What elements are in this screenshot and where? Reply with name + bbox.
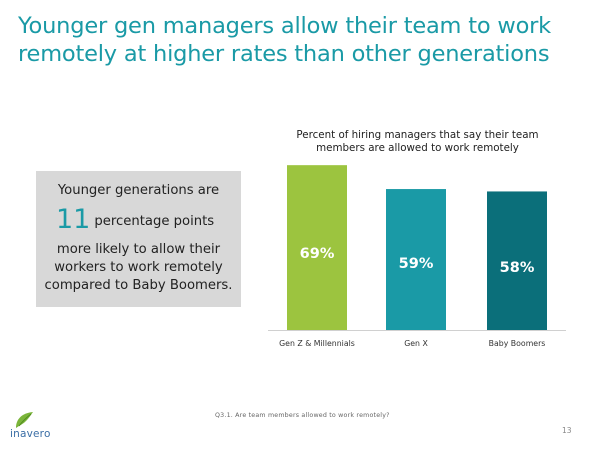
bar-3 — [487, 191, 547, 330]
slide-title: Younger gen managers allow their team to… — [18, 13, 552, 67]
bar-1 — [287, 165, 347, 330]
callout-line-2: 11 percentage points — [56, 204, 214, 235]
bar-2 — [386, 189, 446, 330]
callout-line-1: Younger generations are — [57, 183, 220, 198]
callout-line-3: more likely to allow their — [56, 242, 221, 257]
footnote: Q3.1. Are team members allowed to work r… — [215, 412, 390, 419]
callout-big-number: 11 — [56, 204, 91, 235]
chart-title: Percent of hiring managers that say thei… — [296, 129, 539, 154]
callout-line-5: compared to Baby Boomers. — [44, 278, 233, 293]
inavero-logo: inavero — [10, 411, 70, 441]
leaf-icon — [16, 412, 33, 428]
bar-value-label-1: 69% — [300, 246, 335, 262]
callout-box: Younger generations are 11 percentage poi… — [36, 171, 241, 307]
category-label-1: Gen Z & Millennials — [279, 339, 355, 348]
category-label-2: Gen X — [404, 339, 428, 348]
logo-text: inavero — [10, 428, 51, 440]
callout-line-4: workers to work remotely — [54, 260, 223, 275]
page-number: 13 — [562, 426, 572, 435]
bar-value-label-3: 58% — [500, 260, 535, 276]
callout-line-2-rest: percentage points — [94, 214, 215, 229]
category-label-3: Baby Boomers — [489, 339, 546, 348]
bar-value-label-2: 59% — [399, 256, 434, 272]
